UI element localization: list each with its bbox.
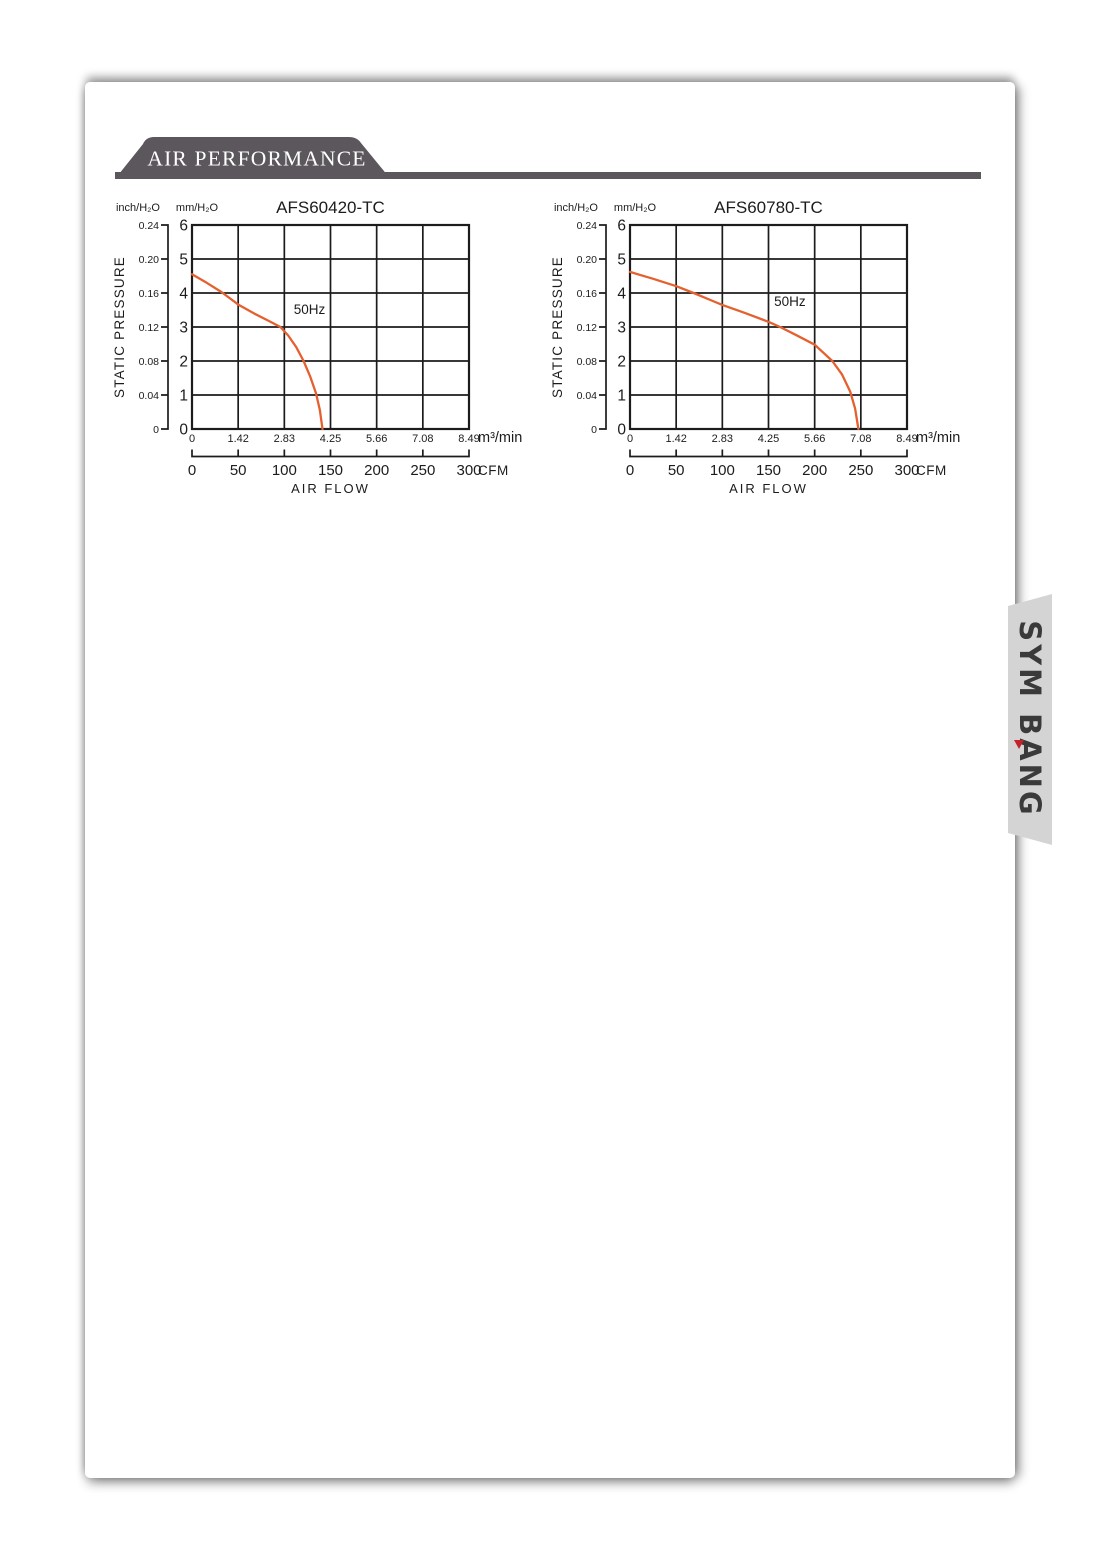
y-axis-title: STATIC PRESSURE <box>112 256 127 398</box>
cfm-tick-label: 200 <box>802 462 827 479</box>
inch-tick-label: 0.16 <box>139 288 160 300</box>
inch-tick-label: 0.24 <box>139 220 160 232</box>
air-performance-chart-afs60780-tc: inch/H₂O mm/H₂O AFS60780-TC 0.24 0.20 0.16 0.1… <box>550 198 960 496</box>
mm-tick-label: 5 <box>179 252 188 269</box>
y-unit-left-label: inch/H₂O <box>116 202 160 214</box>
plot-border <box>628 223 909 431</box>
cfm-tick-label: 50 <box>668 462 685 479</box>
inch-tick-label: 0 <box>591 424 597 436</box>
m3min-tick-label: 7.08 <box>412 433 433 445</box>
inch-tick-label: 0.20 <box>577 254 598 266</box>
m3min-tick-label: 4.25 <box>758 433 779 445</box>
inch-tick-label: 0.04 <box>139 390 160 402</box>
cfm-tick-label: 200 <box>364 462 389 479</box>
cfm-tick-label: 250 <box>410 462 435 479</box>
m3min-tick-label: 1.42 <box>665 433 686 445</box>
cfm-axis-bracket <box>629 449 908 458</box>
m3min-tick-label: 2.83 <box>712 433 733 445</box>
frequency-label: 50Hz <box>774 294 806 309</box>
inch-tick-label: 0.12 <box>139 322 160 334</box>
mm-tick-label: 6 <box>617 218 626 235</box>
grid-lines <box>192 225 469 429</box>
frequency-label: 50Hz <box>294 302 326 317</box>
inch-tick-label: 0.08 <box>577 356 598 368</box>
brand-side-tab: SYM BANG <box>1008 594 1052 845</box>
inch-tick-label: 0.20 <box>139 254 160 266</box>
cfm-unit-label: CFM <box>478 463 509 478</box>
inch-tick-label: 0.04 <box>577 390 598 402</box>
mm-tick-label: 3 <box>617 320 626 337</box>
inch-tick-label: 0.16 <box>577 288 598 300</box>
mm-tick-label: 4 <box>617 286 626 303</box>
y-unit-right-label: mm/H₂O <box>614 202 657 214</box>
mm-tick-label: 2 <box>617 354 626 371</box>
brand-tab-shape <box>1008 594 1052 845</box>
cfm-tick-label: 250 <box>848 462 873 479</box>
mm-tick-label: 1 <box>617 388 626 405</box>
plot-border <box>190 223 471 431</box>
inch-tick-label: 0.08 <box>139 356 160 368</box>
brand-logo-text: SYM BANG <box>1013 620 1047 817</box>
cfm-tick-label: 0 <box>188 462 196 479</box>
cfm-tick-label: 100 <box>710 462 735 479</box>
inch-tick-label: 0 <box>153 424 159 436</box>
mm-tick-label: 6 <box>179 218 188 235</box>
mm-tick-label: 0 <box>617 422 626 439</box>
m3min-tick-label: 8.49 <box>896 433 917 445</box>
brand-triangle-icon <box>1014 740 1024 749</box>
cfm-tick-label: 100 <box>272 462 297 479</box>
datasheet-page: AIR PERFORMANCE inch/H₂O mm/H₂O AFS60420-T… <box>85 82 1052 1478</box>
cfm-tick-label: 300 <box>894 462 919 479</box>
m3min-tick-label: 0 <box>189 433 195 445</box>
chart-title: AFS60780-TC <box>714 198 823 217</box>
mm-tick-label: 1 <box>179 388 188 405</box>
mm-tick-label: 2 <box>179 354 188 371</box>
mm-tick-label: 4 <box>179 286 188 303</box>
inch-tick-label: 0.12 <box>577 322 598 334</box>
mm-tick-label: 0 <box>179 422 188 439</box>
m3min-tick-label: 5.66 <box>366 433 387 445</box>
m3min-tick-label: 1.42 <box>227 433 248 445</box>
banner-tab-shape <box>115 137 399 179</box>
mm-tick-label: 5 <box>617 252 626 269</box>
section-banner: AIR PERFORMANCE <box>115 137 981 179</box>
y-axis-title: STATIC PRESSURE <box>550 256 565 398</box>
inch-axis-bracket <box>161 224 169 430</box>
cfm-tick-label: 50 <box>230 462 247 479</box>
chart-title: AFS60420-TC <box>276 198 385 217</box>
cfm-axis-bracket <box>191 449 470 458</box>
banner-underline <box>115 172 981 179</box>
performance-curve <box>190 273 324 431</box>
y-unit-left-label: inch/H₂O <box>554 202 598 214</box>
m3min-tick-label: 5.66 <box>804 433 825 445</box>
performance-curve <box>628 270 860 431</box>
x-axis-title: AIR FLOW <box>291 481 370 496</box>
x-axis-title: AIR FLOW <box>729 481 808 496</box>
m3min-tick-label: 4.25 <box>320 433 341 445</box>
cfm-tick-label: 150 <box>318 462 343 479</box>
m3min-unit-label: m³/min <box>478 430 522 446</box>
m3min-tick-label: 8.49 <box>458 433 479 445</box>
section-title: AIR PERFORMANCE <box>147 147 366 171</box>
cfm-tick-label: 0 <box>626 462 634 479</box>
inch-axis-bracket <box>599 224 607 430</box>
grid-lines <box>630 225 907 429</box>
cfm-unit-label: CFM <box>916 463 947 478</box>
m3min-unit-label: m³/min <box>916 430 960 446</box>
inch-tick-label: 0.24 <box>577 220 598 232</box>
cfm-tick-label: 150 <box>756 462 781 479</box>
m3min-tick-label: 7.08 <box>850 433 871 445</box>
mm-tick-label: 3 <box>179 320 188 337</box>
cfm-tick-label: 300 <box>456 462 481 479</box>
m3min-tick-label: 0 <box>627 433 633 445</box>
air-performance-chart-afs60420-tc: inch/H₂O mm/H₂O AFS60420-TC 0.24 0.20 0.16 0.1… <box>112 198 522 496</box>
y-unit-right-label: mm/H₂O <box>176 202 219 214</box>
m3min-tick-label: 2.83 <box>274 433 295 445</box>
